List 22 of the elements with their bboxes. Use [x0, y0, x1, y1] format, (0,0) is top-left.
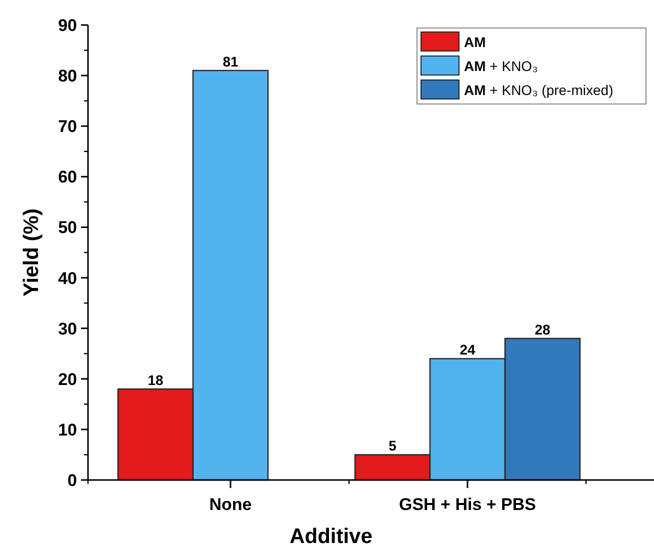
x-tick-label: None [209, 495, 252, 514]
y-tick-label: 10 [58, 420, 77, 440]
data-label: 24 [460, 342, 476, 358]
y-tick-label: 0 [68, 471, 77, 490]
data-label: 28 [534, 321, 550, 338]
legend-label: AM [464, 34, 486, 50]
y-tick-label: 80 [58, 66, 77, 86]
legend-label: AM + KNO₃ (pre-mixed) [464, 82, 614, 98]
data-label: 81 [222, 54, 238, 70]
legend-label: AM + KNO₃ [464, 58, 538, 74]
y-tick-label: 20 [58, 370, 77, 389]
y-axis-title: Yield (%) [20, 208, 43, 296]
x-tick-label: GSH + His + PBS [399, 495, 536, 514]
y-tick-label: 40 [58, 268, 77, 288]
data-label: 5 [388, 438, 397, 454]
y-tick-label: 90 [58, 16, 77, 35]
y-tick-label: 50 [58, 218, 77, 238]
data-label: 18 [148, 372, 164, 388]
x-axis-title: Additive [290, 525, 372, 548]
y-tick-label: 70 [58, 117, 77, 136]
y-tick-label: 30 [58, 319, 77, 338]
y-tick-label: 60 [58, 168, 77, 187]
